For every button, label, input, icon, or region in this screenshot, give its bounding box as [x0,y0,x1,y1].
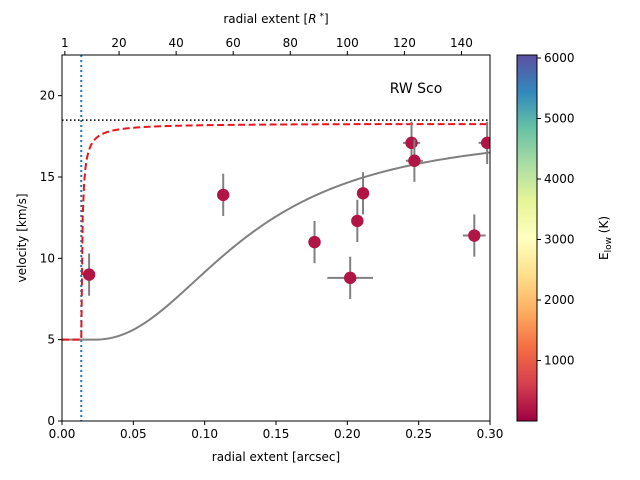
x-tick-label: 0.30 [477,427,504,441]
y-axis-label: velocity [km/s] [15,193,29,282]
y-tick-label: 5 [47,333,55,347]
data-point [462,214,486,257]
x-tick-label: 0.20 [334,427,361,441]
gray-model-curve [62,151,490,341]
data-marker [82,268,96,281]
colorbar [516,54,538,422]
top-tick-label: 60 [226,36,241,50]
top-tick-label: 40 [168,36,183,50]
y-tick-label: 0 [47,414,55,428]
colorbar-label: Elow (K) [597,216,614,260]
x-tick-label: 0.10 [191,427,218,441]
colorbar-tick-label: 3000 [544,233,575,247]
top-tick-label: 100 [336,36,359,50]
top-tick-label: 80 [283,36,298,50]
data-marker [351,214,364,228]
data-point [82,253,96,296]
data-marker [405,136,418,150]
x-axis-label: radial extent [arcsec] [212,450,340,464]
top-tick-label: 20 [111,36,126,50]
data-marker [308,235,321,249]
annotation-rw-sco: RW Sco [390,81,443,97]
top-tick-label: 1 [61,36,69,50]
data-point [356,172,370,215]
colorbar-tick-label: 1000 [544,354,575,368]
data-marker [217,188,230,202]
red-model-curve [62,123,490,341]
data-point [405,139,423,182]
colorbar-tick-label: 4000 [544,172,575,186]
y-tick-label: 10 [40,251,55,265]
x-tick-label: 0.25 [405,427,432,441]
x-tick-label: 0.00 [49,427,76,441]
data-marker [480,136,490,150]
data-point [478,121,490,164]
y-tick-label: 15 [40,170,55,184]
x-tick-label: 0.05 [120,427,147,441]
data-point [351,199,364,243]
data-marker [356,187,370,200]
data-marker [343,271,357,285]
plot-area [62,55,490,421]
colorbar-tick-label: 6000 [544,51,575,65]
data-marker [408,154,421,167]
x-tick-label: 0.15 [263,427,290,441]
colorbar-tick-label: 2000 [544,293,575,307]
top-tick-label: 140 [450,36,473,50]
data-point [327,256,374,299]
data-point [308,220,321,264]
data-point [217,173,230,217]
y-tick-label: 20 [40,89,55,103]
data-marker [468,229,481,242]
top-axis-label: radial extent [R *] [223,12,328,26]
top-tick-label: 120 [393,36,416,50]
colorbar-tick-label: 5000 [544,112,575,126]
